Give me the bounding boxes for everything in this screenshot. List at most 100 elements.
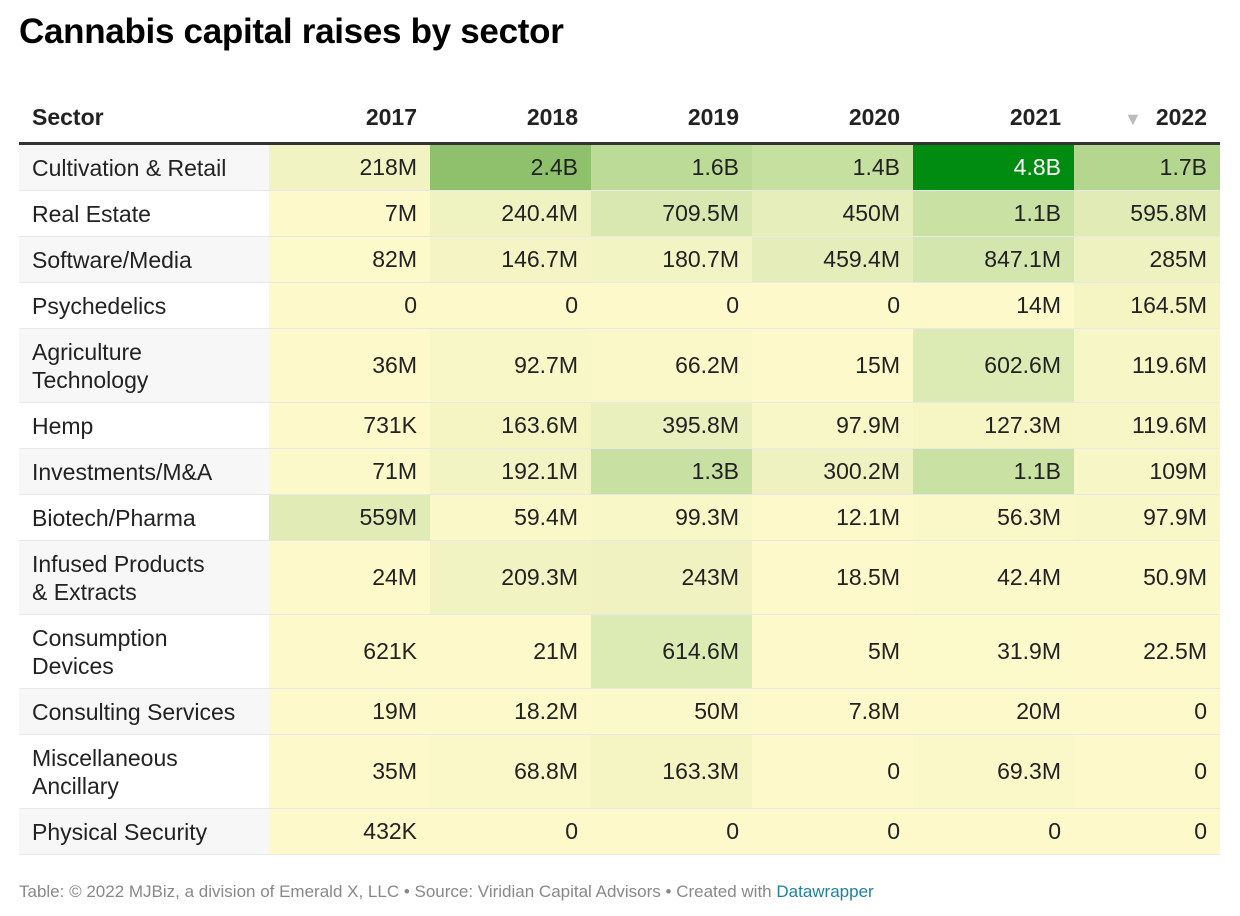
value-cell-2020: 0 — [752, 282, 913, 329]
value-cell-2017: 432K — [269, 808, 430, 855]
sector-cell: Psychedelics — [19, 282, 269, 329]
value-cell-2022: 1.7B — [1074, 143, 1220, 191]
value-cell-2017: 559M — [269, 494, 430, 541]
sector-cell: Agriculture Technology — [19, 328, 269, 403]
value-cell-2017: 731K — [269, 402, 430, 449]
table-row: Consumption Devices 621K 21M 614.6M 5M 31.9M 2… — [19, 614, 1220, 689]
value-cell-2020: 12.1M — [752, 494, 913, 541]
sort-down-triangle-icon: ▼ — [1124, 108, 1142, 129]
table-row: Infused Products & Extracts 24M 209.3M 243M… — [19, 540, 1220, 615]
value-cell-2020: 0 — [752, 734, 913, 809]
value-cell-2018: 0 — [430, 808, 591, 855]
column-header-2018[interactable]: 2018 — [430, 92, 591, 145]
table-row: Hemp 731K 163.6M 395.8M 97.9M 127.3M 119.6M — [19, 402, 1220, 449]
value-cell-2019: 1.6B — [591, 143, 752, 191]
column-header-2022[interactable]: ▼ 2022 — [1074, 92, 1220, 145]
sector-cell: Miscellaneous Ancillary — [19, 734, 269, 809]
value-cell-2019: 709.5M — [591, 190, 752, 237]
sector-cell: Real Estate — [19, 190, 269, 237]
value-cell-2019: 243M — [591, 540, 752, 615]
value-cell-2017: 36M — [269, 328, 430, 403]
value-cell-2021: 0 — [913, 808, 1074, 855]
value-cell-2018: 192.1M — [430, 448, 591, 495]
sector-cell: Cultivation & Retail — [19, 143, 269, 191]
sector-cell: Investments/M&A — [19, 448, 269, 495]
column-header-2017[interactable]: 2017 — [269, 92, 430, 145]
value-cell-2018: 0 — [430, 282, 591, 329]
chart-title: Cannabis capital raises by sector — [19, 12, 564, 51]
data-table: Sector 2017 2018 2019 2020 2021 ▼ 2022 Cu… — [19, 92, 1220, 855]
value-cell-2022: 50.9M — [1074, 540, 1220, 615]
footer-text: Table: © 2022 MJBiz, a division of Emera… — [19, 882, 777, 901]
value-cell-2021: 56.3M — [913, 494, 1074, 541]
value-cell-2018: 92.7M — [430, 328, 591, 403]
value-cell-2021: 69.3M — [913, 734, 1074, 809]
footer-credits: Table: © 2022 MJBiz, a division of Emera… — [19, 882, 874, 902]
table-row: Physical Security 432K 0 0 0 0 0 — [19, 808, 1220, 855]
value-cell-2021: 1.1B — [913, 448, 1074, 495]
value-cell-2019: 50M — [591, 688, 752, 735]
value-cell-2022: 97.9M — [1074, 494, 1220, 541]
value-cell-2017: 7M — [269, 190, 430, 237]
value-cell-2017: 621K — [269, 614, 430, 689]
value-cell-2018: 163.6M — [430, 402, 591, 449]
table-body: Cultivation & Retail 218M 2.4B 1.6B 1.4B 4.8B… — [19, 143, 1220, 855]
value-cell-2017: 0 — [269, 282, 430, 329]
value-cell-2022: 0 — [1074, 688, 1220, 735]
value-cell-2020: 450M — [752, 190, 913, 237]
value-cell-2017: 35M — [269, 734, 430, 809]
column-header-2019[interactable]: 2019 — [591, 92, 752, 145]
datawrapper-link[interactable]: Datawrapper — [776, 882, 874, 901]
table-row: Investments/M&A 71M 192.1M 1.3B 300.2M 1.1B 10… — [19, 448, 1220, 495]
column-header-2020[interactable]: 2020 — [752, 92, 913, 145]
sector-cell: Infused Products & Extracts — [19, 540, 269, 615]
value-cell-2019: 0 — [591, 808, 752, 855]
value-cell-2022: 285M — [1074, 236, 1220, 283]
table-row: Consulting Services 19M 18.2M 50M 7.8M 20M 0 — [19, 688, 1220, 735]
value-cell-2018: 146.7M — [430, 236, 591, 283]
data-table-container: Sector 2017 2018 2019 2020 2021 ▼ 2022 Cu… — [19, 92, 1220, 855]
value-cell-2018: 2.4B — [430, 143, 591, 191]
table-row: Miscellaneous Ancillary 35M 68.8M 163.3M 0 69… — [19, 734, 1220, 809]
value-cell-2021: 14M — [913, 282, 1074, 329]
sector-cell: Physical Security — [19, 808, 269, 855]
value-cell-2018: 59.4M — [430, 494, 591, 541]
value-cell-2022: 109M — [1074, 448, 1220, 495]
value-cell-2019: 66.2M — [591, 328, 752, 403]
table-row: Software/Media 82M 146.7M 180.7M 459.4M 847.1… — [19, 236, 1220, 283]
value-cell-2018: 18.2M — [430, 688, 591, 735]
value-cell-2017: 24M — [269, 540, 430, 615]
value-cell-2017: 71M — [269, 448, 430, 495]
value-cell-2020: 7.8M — [752, 688, 913, 735]
sector-cell: Consumption Devices — [19, 614, 269, 689]
value-cell-2021: 1.1B — [913, 190, 1074, 237]
value-cell-2021: 847.1M — [913, 236, 1074, 283]
value-cell-2022: 0 — [1074, 808, 1220, 855]
value-cell-2019: 99.3M — [591, 494, 752, 541]
value-cell-2022: 119.6M — [1074, 328, 1220, 403]
value-cell-2018: 240.4M — [430, 190, 591, 237]
value-cell-2021: 42.4M — [913, 540, 1074, 615]
value-cell-2017: 19M — [269, 688, 430, 735]
value-cell-2018: 21M — [430, 614, 591, 689]
value-cell-2020: 18.5M — [752, 540, 913, 615]
value-cell-2020: 97.9M — [752, 402, 913, 449]
value-cell-2021: 127.3M — [913, 402, 1074, 449]
header-row: Sector 2017 2018 2019 2020 2021 ▼ 2022 — [19, 92, 1220, 145]
column-header-2021[interactable]: 2021 — [913, 92, 1074, 145]
column-header-sector[interactable]: Sector — [19, 92, 269, 145]
value-cell-2019: 0 — [591, 282, 752, 329]
value-cell-2022: 164.5M — [1074, 282, 1220, 329]
value-cell-2020: 1.4B — [752, 143, 913, 191]
value-cell-2019: 1.3B — [591, 448, 752, 495]
table-row: Agriculture Technology 36M 92.7M 66.2M 15M 60… — [19, 328, 1220, 403]
value-cell-2021: 31.9M — [913, 614, 1074, 689]
value-cell-2020: 15M — [752, 328, 913, 403]
value-cell-2021: 20M — [913, 688, 1074, 735]
value-cell-2017: 218M — [269, 143, 430, 191]
value-cell-2017: 82M — [269, 236, 430, 283]
value-cell-2019: 180.7M — [591, 236, 752, 283]
column-header-2022-label: 2022 — [1155, 103, 1207, 130]
value-cell-2022: 595.8M — [1074, 190, 1220, 237]
value-cell-2022: 119.6M — [1074, 402, 1220, 449]
